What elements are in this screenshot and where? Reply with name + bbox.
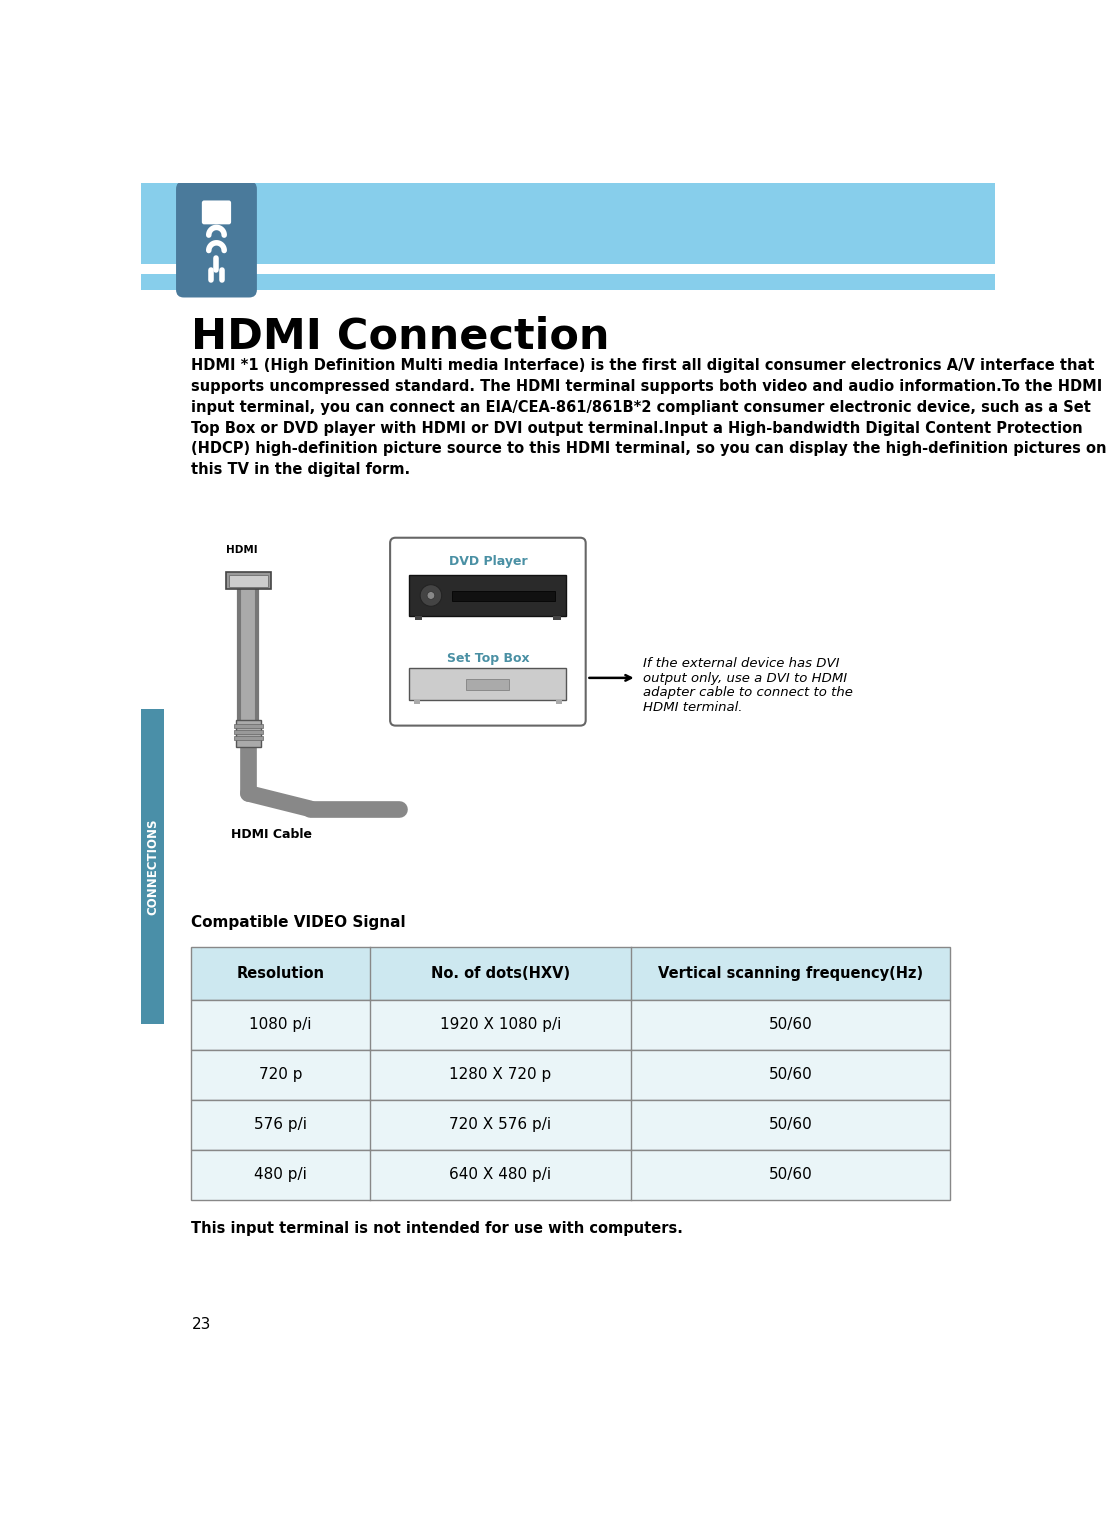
Text: Vertical scanning frequency(Hz): Vertical scanning frequency(Hz) — [658, 966, 923, 981]
Text: This input terminal is not intended for use with computers.: This input terminal is not intended for … — [192, 1221, 683, 1237]
Text: HDMI: HDMI — [226, 545, 257, 554]
Text: Top Box or DVD player with HDMI or DVI output terminal.Input a High-bandwidth Di: Top Box or DVD player with HDMI or DVI o… — [192, 420, 1083, 436]
Bar — [230, 574, 267, 586]
Bar — [556, 701, 562, 704]
Text: HDMI Connection: HDMI Connection — [192, 315, 610, 358]
Text: 720 p: 720 p — [258, 1068, 303, 1083]
Bar — [192, 947, 950, 999]
Bar — [142, 183, 996, 263]
Text: 1080 p/i: 1080 p/i — [250, 1017, 312, 1033]
Text: 480 p/i: 480 p/i — [254, 1168, 307, 1182]
Text: 576 p/i: 576 p/i — [254, 1118, 307, 1133]
Bar — [414, 701, 420, 704]
Text: HDMI *1 (High Definition Multi media Interface) is the first all digital consume: HDMI *1 (High Definition Multi media Int… — [192, 358, 1095, 373]
Circle shape — [420, 585, 441, 606]
FancyBboxPatch shape — [390, 538, 586, 725]
Bar — [415, 615, 423, 620]
Text: 50/60: 50/60 — [769, 1017, 813, 1033]
Bar — [234, 723, 263, 728]
Bar — [192, 1049, 950, 1100]
Text: HDMI Cable: HDMI Cable — [231, 829, 312, 841]
Text: Compatible VIDEO Signal: Compatible VIDEO Signal — [192, 915, 406, 931]
Text: 720 X 576 p/i: 720 X 576 p/i — [449, 1118, 551, 1133]
Text: supports uncompressed standard. The HDMI terminal supports both video and audio : supports uncompressed standard. The HDMI… — [192, 379, 1102, 394]
Text: Set Top Box: Set Top Box — [447, 652, 529, 666]
Bar — [236, 720, 261, 748]
Text: adapter cable to connect to the: adapter cable to connect to the — [643, 687, 853, 699]
Text: CONNECTIONS: CONNECTIONS — [146, 818, 160, 915]
Text: 1920 X 1080 p/i: 1920 X 1080 p/i — [440, 1017, 561, 1033]
Bar — [409, 669, 567, 701]
Text: this TV in the digital form.: this TV in the digital form. — [192, 463, 410, 477]
Text: input terminal, you can connect an EIA/CEA-861/861B*2 compliant consumer electro: input terminal, you can connect an EIA/C… — [192, 401, 1091, 414]
Bar — [467, 679, 509, 690]
Bar — [234, 737, 263, 740]
Text: 23: 23 — [192, 1317, 211, 1333]
Bar — [553, 615, 561, 620]
Bar — [451, 591, 554, 602]
FancyBboxPatch shape — [202, 201, 231, 224]
Text: 50/60: 50/60 — [769, 1068, 813, 1083]
Bar — [192, 1150, 950, 1200]
Text: HDMI terminal.: HDMI terminal. — [643, 701, 742, 714]
Text: 50/60: 50/60 — [769, 1168, 813, 1182]
Bar — [142, 274, 996, 289]
Bar — [192, 999, 950, 1049]
Bar — [409, 576, 567, 615]
Text: 50/60: 50/60 — [769, 1118, 813, 1133]
Text: (HDCP) high-definition picture source to this HDMI terminal, so you can display : (HDCP) high-definition picture source to… — [192, 442, 1107, 457]
Bar — [234, 730, 263, 734]
FancyBboxPatch shape — [176, 181, 257, 297]
Text: No. of dots(HXV): No. of dots(HXV) — [431, 966, 570, 981]
Bar — [142, 708, 164, 1025]
Text: If the external device has DVI: If the external device has DVI — [643, 656, 840, 670]
Text: 1280 X 720 p: 1280 X 720 p — [449, 1068, 551, 1083]
Bar — [192, 1100, 950, 1150]
Text: DVD Player: DVD Player — [448, 554, 527, 568]
Bar — [142, 263, 996, 274]
Text: Resolution: Resolution — [236, 966, 325, 981]
Circle shape — [427, 591, 435, 600]
Text: output only, use a DVI to HDMI: output only, use a DVI to HDMI — [643, 672, 847, 685]
Text: 640 X 480 p/i: 640 X 480 p/i — [449, 1168, 551, 1182]
Bar — [226, 573, 271, 589]
